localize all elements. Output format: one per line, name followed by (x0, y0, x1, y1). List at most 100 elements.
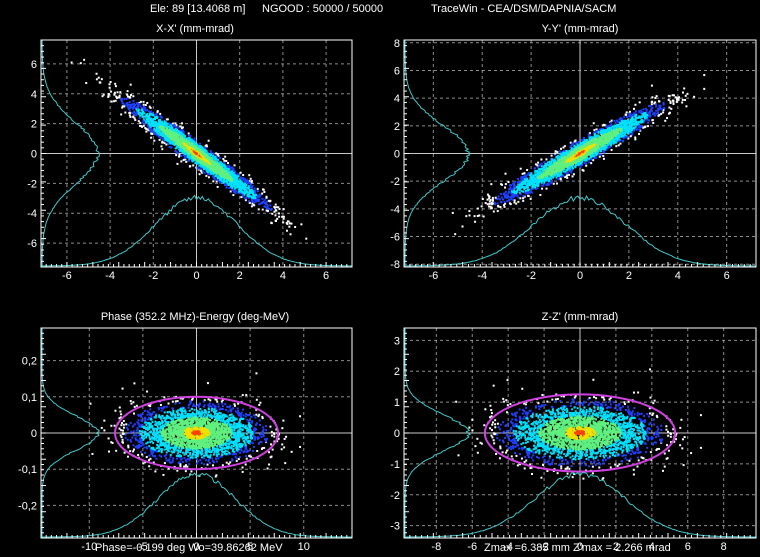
particle (154, 113, 157, 116)
particle (595, 153, 598, 156)
particle (139, 114, 142, 117)
particle (520, 177, 523, 180)
particle (551, 174, 554, 177)
particle (508, 188, 511, 191)
particle (131, 103, 134, 106)
particle (517, 200, 520, 203)
particle (626, 115, 629, 118)
particle (234, 192, 237, 195)
particle (550, 154, 553, 157)
particle (633, 119, 636, 122)
particle (577, 164, 580, 167)
particle (537, 166, 540, 169)
particle (129, 106, 132, 109)
particle (600, 131, 603, 134)
particle (132, 106, 135, 109)
particle (507, 181, 510, 184)
particle (568, 166, 571, 169)
particle (214, 155, 217, 158)
particle (242, 183, 245, 186)
particle (601, 147, 604, 150)
particle (590, 136, 593, 139)
particle (587, 135, 590, 138)
particle (238, 190, 241, 193)
particle (540, 171, 543, 174)
particle (638, 101, 641, 104)
particle (138, 112, 141, 115)
particle (510, 195, 513, 198)
ngood-label: NGOOD : 50000 / 50000 (262, 3, 384, 15)
particle (163, 142, 166, 145)
particle (278, 215, 281, 218)
particle (627, 137, 630, 140)
particle (510, 184, 513, 187)
particle (552, 182, 555, 185)
particle (529, 197, 532, 200)
particle (609, 121, 612, 124)
particle (212, 164, 215, 167)
particle (560, 173, 563, 176)
particle (182, 159, 185, 162)
particle (139, 121, 142, 124)
particle (550, 162, 553, 165)
particle (226, 176, 229, 179)
particle (134, 114, 137, 117)
x-tick-label: 2 (237, 270, 243, 282)
particle (454, 233, 457, 236)
particle (583, 162, 586, 165)
particle (579, 163, 582, 166)
particle (508, 196, 511, 199)
particle (610, 148, 613, 151)
particle (229, 190, 232, 193)
particle (555, 170, 558, 173)
particle (634, 138, 637, 141)
particle (650, 108, 653, 111)
particle (250, 205, 253, 208)
particle (494, 196, 497, 199)
particle (534, 173, 537, 176)
particle (157, 124, 160, 127)
particle (156, 122, 159, 125)
particle (623, 126, 626, 129)
particle (155, 117, 158, 120)
particle (530, 191, 533, 194)
particle (226, 167, 229, 170)
particle (198, 161, 201, 164)
particle (619, 133, 622, 136)
particle (643, 126, 646, 129)
particle (230, 181, 233, 184)
particle (142, 124, 145, 127)
particle (593, 147, 596, 150)
particle (487, 194, 490, 197)
particle (149, 127, 152, 130)
particle (216, 178, 219, 181)
particle (544, 162, 547, 165)
particle (171, 141, 174, 144)
particle (503, 192, 506, 195)
particle (628, 125, 631, 128)
particle (569, 145, 572, 148)
particle (558, 159, 561, 162)
particle (245, 184, 248, 187)
particle (234, 187, 237, 190)
particle (175, 124, 178, 127)
particle (134, 112, 137, 115)
particle (604, 142, 607, 145)
particle (588, 158, 591, 161)
particle (180, 154, 183, 157)
particle (223, 161, 226, 164)
particle (655, 105, 658, 108)
particle (650, 103, 653, 106)
particle (526, 177, 529, 180)
particle (618, 139, 621, 142)
particle (630, 129, 633, 132)
particle (165, 143, 168, 146)
particle (593, 133, 596, 136)
particle (553, 153, 556, 156)
particle (513, 184, 516, 187)
particle (175, 126, 178, 129)
particle (544, 172, 547, 175)
particle (514, 180, 517, 183)
particle (223, 178, 226, 181)
particle (593, 131, 596, 134)
